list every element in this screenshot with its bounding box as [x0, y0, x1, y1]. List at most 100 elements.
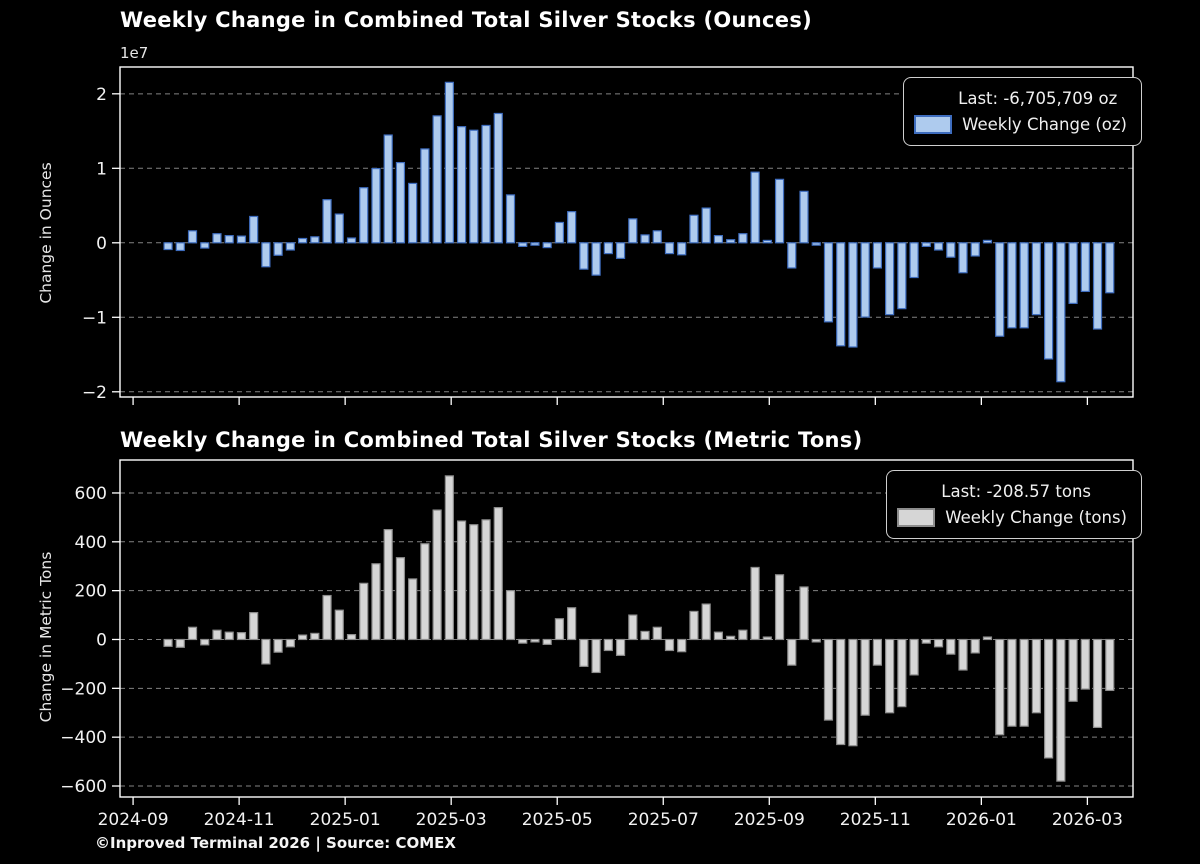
- bar-week-71: [1031, 242, 1041, 316]
- tons-bar-chart: 600 400 200 0 −200 −400 −600 2024-09 2024-11 2025…: [60, 459, 1134, 830]
- bar-week-49: [762, 636, 772, 641]
- bar-week-46: [726, 239, 736, 244]
- bar-week-48: [750, 566, 760, 641]
- bar-week-56: [848, 242, 858, 348]
- bar-week-42: [677, 242, 687, 256]
- bar-week-22: [432, 509, 442, 641]
- bar-week-9: [273, 638, 283, 653]
- bar-week-24: [456, 126, 467, 244]
- bar-week-66: [970, 638, 980, 654]
- bar-week-33: [567, 211, 577, 244]
- bar-week-29: [518, 638, 528, 644]
- bar-week-46: [726, 635, 736, 641]
- bar-week-17: [371, 167, 381, 244]
- oz-bar-chart: 2 1 0 −1 −2: [82, 66, 1134, 405]
- bar-week-7: [249, 215, 259, 244]
- bar-week-47: [738, 233, 748, 244]
- bar-week-38: [628, 614, 638, 641]
- svg-text:2025-03: 2025-03: [416, 810, 487, 830]
- bar-week-28: [505, 590, 516, 641]
- bar-week-31: [542, 638, 552, 645]
- bar-week-23: [444, 475, 454, 641]
- bar-week-52: [799, 586, 809, 641]
- bar-week-55: [836, 638, 846, 746]
- svg-text:2025-09: 2025-09: [734, 810, 805, 830]
- bar-week-74: [1068, 638, 1078, 702]
- bar-week-40: [652, 626, 662, 641]
- bar-week-2: [187, 230, 198, 244]
- bar-week-14: [334, 609, 344, 641]
- bar-week-9: [273, 242, 283, 256]
- bar-week-39: [640, 234, 650, 244]
- bar-week-59: [885, 242, 895, 316]
- svg-text:2024-09: 2024-09: [98, 810, 169, 830]
- bar-week-17: [371, 563, 381, 641]
- bar-week-0: [163, 242, 173, 251]
- chart-title-tons: Weekly Change in Combined Total Silver S…: [120, 428, 863, 452]
- bar-week-6: [236, 632, 247, 641]
- bar-week-62: [921, 242, 931, 247]
- bar-week-67: [982, 239, 993, 244]
- bar-week-44: [701, 207, 711, 244]
- svg-text:2: 2: [96, 85, 107, 105]
- bar-week-65: [958, 242, 968, 274]
- bar-week-27: [493, 112, 503, 244]
- bar-week-77: [1105, 242, 1115, 294]
- legend-series-label: Weekly Change (tons): [945, 507, 1127, 527]
- svg-text:0: 0: [96, 630, 107, 650]
- bar-week-18: [383, 134, 393, 244]
- bar-week-59: [885, 638, 895, 714]
- bar-week-76: [1092, 242, 1103, 330]
- bar-week-56: [848, 638, 858, 747]
- chart-title-ounces: Weekly Change in Combined Total Silver S…: [120, 8, 813, 32]
- bar-week-30: [530, 638, 540, 643]
- bar-week-73: [1056, 638, 1066, 782]
- svg-text:1: 1: [96, 159, 107, 179]
- bar-week-54: [823, 638, 834, 721]
- bar-week-25: [469, 129, 479, 244]
- bar-week-20: [408, 578, 418, 641]
- legend-ounces: Last: -6,705,709 oz Weekly Change (oz): [903, 77, 1142, 146]
- bar-week-19: [395, 557, 406, 641]
- bar-week-57: [860, 638, 870, 716]
- bar-week-67: [982, 636, 993, 641]
- bar-week-21: [420, 148, 430, 244]
- bar-week-15: [346, 634, 357, 641]
- bar-week-75: [1080, 242, 1090, 293]
- bar-week-63: [933, 638, 944, 648]
- bar-week-23: [444, 81, 454, 244]
- bar-week-76: [1092, 638, 1103, 729]
- svg-text:2025-01: 2025-01: [310, 810, 381, 830]
- bar-week-60: [897, 638, 907, 708]
- svg-text:200: 200: [75, 582, 107, 602]
- bar-week-32: [554, 221, 565, 244]
- bar-week-75: [1080, 638, 1090, 690]
- bar-week-53: [811, 638, 821, 643]
- legend-series-row: Weekly Change (oz): [914, 111, 1127, 137]
- bar-week-44: [701, 603, 711, 641]
- bar-week-25: [469, 524, 479, 641]
- legend-last-row: Last: -208.57 tons: [897, 478, 1127, 504]
- bar-week-11: [297, 634, 308, 641]
- bar-week-4: [212, 233, 222, 244]
- bar-week-68: [995, 242, 1005, 337]
- bar-week-4: [212, 629, 222, 641]
- svg-text:400: 400: [75, 533, 107, 553]
- bar-week-47: [738, 629, 748, 641]
- bar-week-63: [933, 242, 944, 251]
- bar-week-22: [432, 115, 442, 244]
- bar-week-65: [958, 638, 968, 671]
- bar-week-50: [774, 574, 785, 641]
- bar-week-64: [946, 242, 956, 258]
- bar-week-13: [322, 594, 332, 641]
- bar-week-49: [762, 239, 772, 244]
- bar-week-72: [1044, 638, 1054, 759]
- legend-swatch-blue: [914, 114, 953, 134]
- bar-week-26: [481, 124, 491, 244]
- bar-week-34: [579, 242, 589, 270]
- bar-week-39: [640, 630, 650, 641]
- bar-week-6: [236, 235, 247, 244]
- bar-week-41: [664, 638, 675, 652]
- bar-week-51: [787, 638, 797, 666]
- bar-week-35: [591, 638, 601, 674]
